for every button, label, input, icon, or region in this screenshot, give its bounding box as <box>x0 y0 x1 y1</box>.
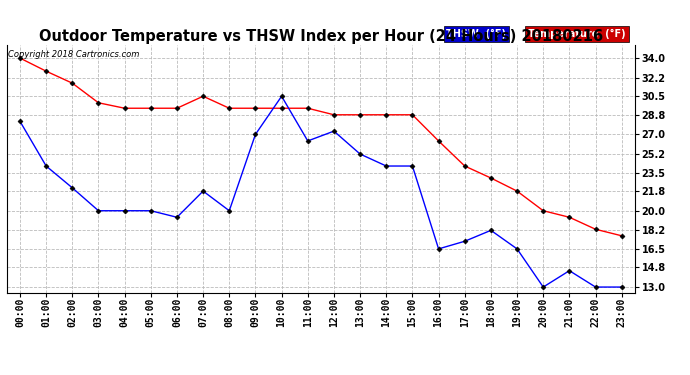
Text: Temperature  (°F): Temperature (°F) <box>528 29 626 39</box>
Title: Outdoor Temperature vs THSW Index per Hour (24 Hours) 20180216: Outdoor Temperature vs THSW Index per Ho… <box>39 29 603 44</box>
Text: THSW  (°F): THSW (°F) <box>446 29 506 39</box>
Text: Copyright 2018 Cartronics.com: Copyright 2018 Cartronics.com <box>8 50 139 59</box>
